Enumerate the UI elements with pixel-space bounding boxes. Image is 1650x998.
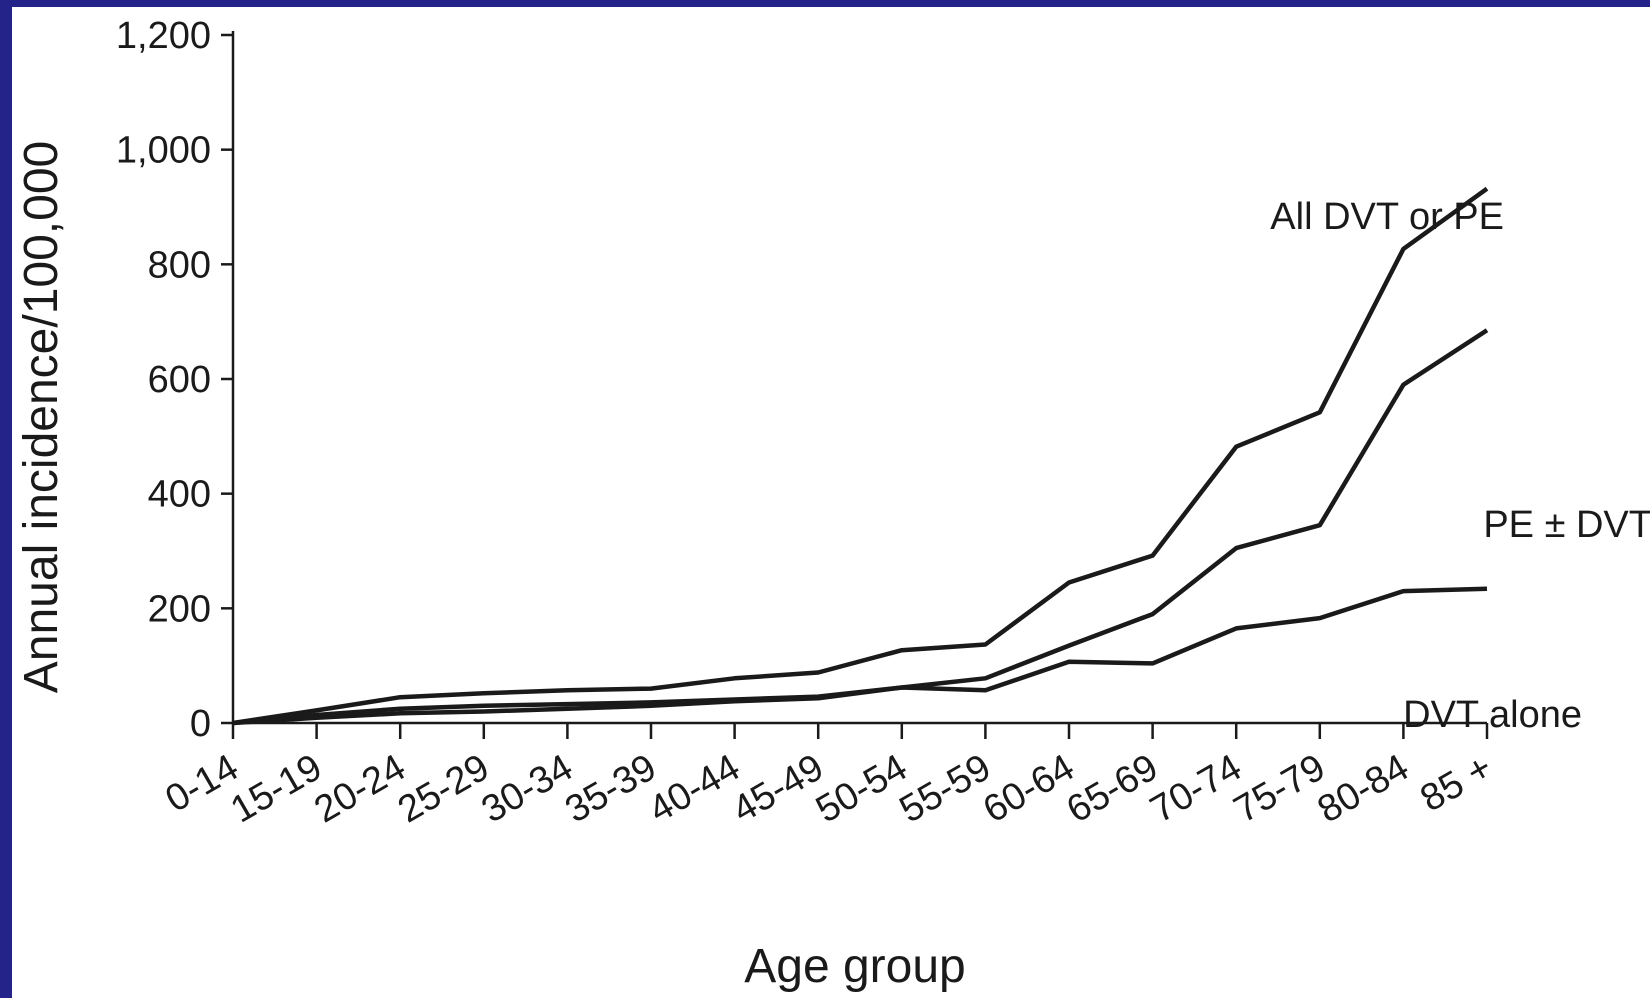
x-tick-label: 85 + — [1414, 746, 1500, 820]
series-line — [232, 328, 1489, 726]
y-tick-label: 1,000 — [116, 130, 211, 172]
chart-area: 0 200 400 600 800 1,000 1,200 0-14 15-19 20-24 25… — [12, 7, 1650, 998]
y-tick-label: 1,200 — [116, 15, 211, 57]
x-tick-label: 20-24 — [308, 746, 413, 831]
y-axis-ticks: 0 200 400 600 800 1,000 1,200 — [116, 15, 233, 745]
line-chart: 0 200 400 600 800 1,000 1,200 0-1415-1920-2425… — [15, 15, 1650, 993]
x-tick-label: 65-69 — [1060, 746, 1165, 831]
x-tick-label: 70-74 — [1144, 746, 1249, 831]
y-tick-label: 400 — [148, 474, 211, 516]
series-lines — [232, 186, 1489, 726]
x-tick-label: 50-54 — [809, 746, 914, 831]
series-label: DVT alone — [1403, 694, 1582, 736]
series-labels: All DVT or PE PE ± DVT DVT alone — [1270, 196, 1650, 736]
x-tick-label: 80-84 — [1311, 746, 1416, 831]
x-tick-label: 75-79 — [1227, 746, 1332, 831]
y-tick-label: 200 — [148, 588, 211, 630]
x-axis-title: Age group — [744, 940, 966, 993]
x-tick-label: 40-44 — [642, 746, 747, 831]
series-label: All DVT or PE — [1270, 196, 1504, 238]
x-tick-label: 55-59 — [893, 746, 998, 831]
y-tick-label: 800 — [148, 244, 211, 286]
x-tick-label: 35-39 — [558, 746, 663, 831]
x-tick-label: 15-19 — [224, 746, 329, 831]
x-tick-label: 45-49 — [726, 746, 831, 831]
y-tick-label: 0 — [190, 703, 211, 745]
axes — [231, 31, 1487, 725]
y-tick-label: 600 — [148, 359, 211, 401]
x-tick-label: 30-34 — [475, 746, 580, 831]
series-line — [232, 586, 1488, 726]
series-label: PE ± DVT — [1483, 504, 1650, 546]
x-axis-ticks: 0-1415-1920-2425-2930-3435-3940-4445-495… — [159, 723, 1500, 831]
x-tick-label: 60-64 — [976, 746, 1081, 831]
series-line — [232, 186, 1489, 726]
y-axis-title: Annual incidence/100,000 — [15, 141, 68, 693]
x-tick-label: 25-29 — [391, 746, 496, 831]
